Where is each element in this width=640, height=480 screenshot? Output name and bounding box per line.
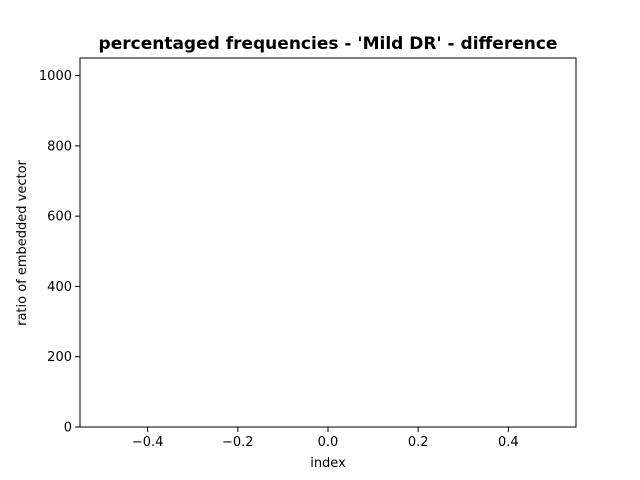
plot-area	[79, 57, 577, 428]
x-tick-label: 0.4	[498, 435, 519, 450]
x-tick-label: −0.4	[132, 435, 164, 450]
x-tick-label: 0.0	[318, 435, 339, 450]
y-tick-label: 1000	[39, 69, 72, 84]
y-tick-label: 200	[47, 350, 72, 365]
y-axis: 0 200 400 600 800 1000	[39, 69, 80, 436]
y-tick-label: 0	[64, 421, 72, 436]
y-tick-label: 400	[47, 280, 72, 295]
x-axis: −0.4 −0.2 0.0 0.2 0.4	[132, 427, 519, 450]
y-tick-label: 800	[47, 139, 72, 154]
x-tick-label: −0.2	[222, 435, 254, 450]
chart-title: percentaged frequencies - 'Mild DR' - di…	[99, 34, 558, 54]
y-axis-label: ratio of embedded vector	[15, 159, 30, 325]
y-tick-label: 600	[47, 210, 72, 225]
x-tick-label: 0.2	[408, 435, 429, 450]
x-axis-label: index	[310, 456, 346, 471]
